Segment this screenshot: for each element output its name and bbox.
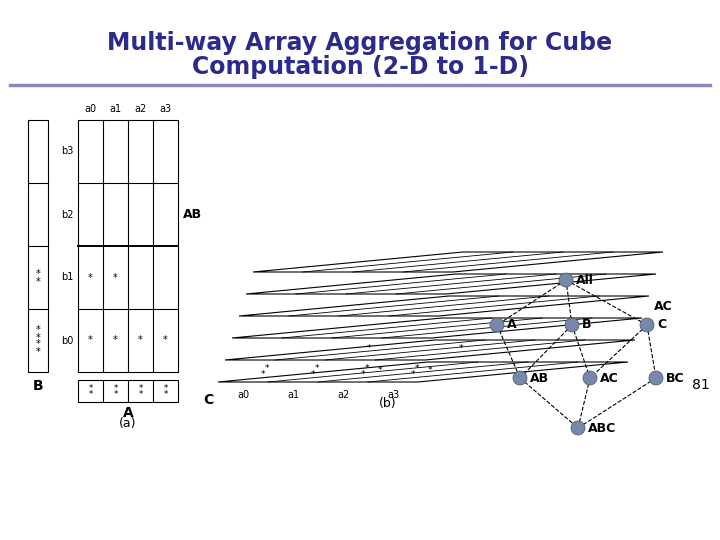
Text: *: * bbox=[89, 383, 93, 393]
Text: *: * bbox=[113, 273, 118, 282]
Text: b1: b1 bbox=[62, 273, 74, 282]
Text: *: * bbox=[35, 276, 40, 287]
Circle shape bbox=[649, 371, 663, 385]
Circle shape bbox=[559, 273, 573, 287]
Text: *: * bbox=[428, 366, 432, 375]
Text: a3: a3 bbox=[159, 104, 171, 114]
Circle shape bbox=[640, 318, 654, 332]
Text: ABC: ABC bbox=[588, 422, 616, 435]
Text: *: * bbox=[314, 364, 319, 374]
Text: *: * bbox=[113, 383, 117, 393]
Text: A: A bbox=[122, 406, 133, 420]
Text: *: * bbox=[138, 390, 143, 400]
Text: *: * bbox=[35, 268, 40, 279]
Text: *: * bbox=[35, 340, 40, 349]
Circle shape bbox=[490, 318, 504, 332]
Text: Multi-way Array Aggregation for Cube: Multi-way Array Aggregation for Cube bbox=[107, 31, 613, 55]
Text: *: * bbox=[264, 364, 269, 374]
Text: *: * bbox=[163, 390, 168, 400]
Text: *: * bbox=[35, 326, 40, 335]
Text: *: * bbox=[310, 370, 315, 380]
Text: *: * bbox=[88, 273, 93, 282]
Polygon shape bbox=[225, 340, 635, 360]
Circle shape bbox=[583, 371, 597, 385]
Text: *: * bbox=[35, 333, 40, 342]
Text: *: * bbox=[163, 335, 168, 346]
Text: A: A bbox=[507, 319, 517, 332]
Text: *: * bbox=[364, 364, 369, 374]
Text: AB: AB bbox=[183, 208, 202, 221]
Text: B: B bbox=[32, 379, 43, 393]
Text: *: * bbox=[163, 383, 168, 393]
Text: b3: b3 bbox=[62, 146, 74, 157]
Text: *: * bbox=[260, 370, 265, 380]
Text: *: * bbox=[113, 335, 118, 346]
Text: *: * bbox=[378, 366, 382, 375]
Polygon shape bbox=[239, 296, 649, 316]
Text: *: * bbox=[360, 370, 365, 380]
Text: AB: AB bbox=[530, 372, 549, 384]
Text: a2: a2 bbox=[337, 390, 349, 400]
Text: a2: a2 bbox=[135, 104, 147, 114]
Text: a0: a0 bbox=[237, 390, 249, 400]
Text: a0: a0 bbox=[84, 104, 96, 114]
Text: *: * bbox=[138, 383, 143, 393]
Text: b2: b2 bbox=[61, 210, 74, 219]
Polygon shape bbox=[246, 274, 656, 294]
Text: All: All bbox=[576, 273, 594, 287]
Text: AC: AC bbox=[600, 372, 618, 384]
Circle shape bbox=[565, 318, 579, 332]
Text: C: C bbox=[657, 319, 666, 332]
Text: (b): (b) bbox=[379, 397, 397, 410]
Text: a3: a3 bbox=[387, 390, 399, 400]
Text: *: * bbox=[113, 390, 117, 400]
Text: a1: a1 bbox=[287, 390, 299, 400]
Text: *: * bbox=[89, 390, 93, 400]
Text: B: B bbox=[582, 319, 592, 332]
Bar bbox=[78, 380, 178, 402]
Polygon shape bbox=[232, 318, 642, 338]
Circle shape bbox=[513, 371, 527, 385]
Text: *: * bbox=[414, 364, 419, 374]
Bar bbox=[78, 120, 178, 372]
Text: *: * bbox=[88, 335, 93, 346]
Text: *: * bbox=[35, 347, 40, 356]
Text: 81: 81 bbox=[692, 378, 710, 392]
Polygon shape bbox=[253, 252, 663, 272]
Text: BC: BC bbox=[666, 372, 685, 384]
Text: AC: AC bbox=[654, 300, 672, 313]
Text: (a): (a) bbox=[120, 417, 137, 430]
Polygon shape bbox=[218, 362, 628, 382]
Text: a1: a1 bbox=[109, 104, 122, 114]
Text: Computation (2-D to 1-D): Computation (2-D to 1-D) bbox=[192, 55, 528, 79]
Text: *: * bbox=[410, 370, 415, 380]
Circle shape bbox=[571, 421, 585, 435]
Text: *: * bbox=[458, 343, 463, 353]
Text: C: C bbox=[203, 393, 213, 407]
Text: b0: b0 bbox=[62, 335, 74, 346]
Text: *: * bbox=[138, 335, 143, 346]
Text: *: * bbox=[366, 343, 371, 353]
Bar bbox=[28, 120, 48, 372]
